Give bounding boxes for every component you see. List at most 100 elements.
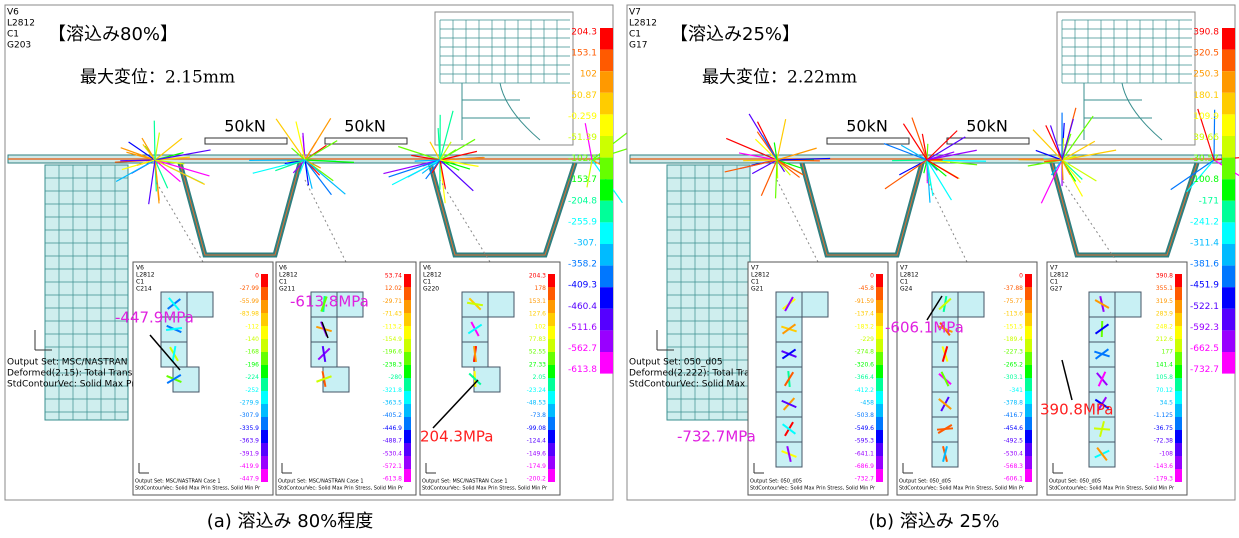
inset-legend-label: -530.4 <box>383 450 403 457</box>
element <box>488 292 514 317</box>
stress-annotation: -732.7MPa <box>677 428 756 446</box>
inset-id: G24 <box>900 286 912 293</box>
inset-legend-label: -48.53 <box>527 400 547 407</box>
inset-legend-swatch <box>548 469 555 482</box>
inset-legend-swatch <box>404 443 411 456</box>
inset-legend-swatch <box>404 430 411 443</box>
legend-swatch <box>1222 136 1235 158</box>
inset-legend-swatch <box>261 339 268 352</box>
inset-legend-swatch <box>876 430 883 443</box>
legend-label: -511.6 <box>568 323 597 333</box>
inset-legend-label: -454.6 <box>1004 425 1024 432</box>
inset-legend-swatch <box>876 339 883 352</box>
inset-legend-swatch <box>1175 378 1182 391</box>
legend-swatch <box>600 93 613 115</box>
inset-output: StdContourVec: Solid Max Prin Stress, So… <box>278 486 404 492</box>
output-text: StdContourVec: Solid Max <box>629 380 746 390</box>
inset-legend-swatch <box>1175 352 1182 365</box>
inset-legend-label: 0 <box>1019 273 1023 280</box>
view-id: L2812 <box>629 19 657 29</box>
inset-legend-swatch <box>1025 378 1032 391</box>
element <box>1115 292 1141 317</box>
inset-output: StdContourVec: Solid Max Prin Stress, So… <box>135 486 261 492</box>
inset-legend-swatch <box>1025 313 1032 326</box>
inset-legend-label: 70.12 <box>1156 387 1173 394</box>
inset-legend-label: -732.7 <box>855 476 875 483</box>
stress-annotation: -447.9MPa <box>115 309 194 327</box>
inset-id: C1 <box>1050 279 1058 286</box>
legend-label: -613.8 <box>568 365 597 375</box>
inset-legend-swatch <box>1175 404 1182 417</box>
element <box>323 367 349 392</box>
inset-id: L2812 <box>900 272 919 279</box>
inset-legend-swatch <box>1025 326 1032 339</box>
inset-legend-swatch <box>1025 287 1032 300</box>
inset-legend-label: -200.2 <box>527 476 547 483</box>
legend-swatch <box>1222 266 1235 288</box>
thumb-frame <box>435 12 573 145</box>
inset-legend-label: -419.9 <box>240 463 260 470</box>
legend-label: -732.7 <box>1190 365 1219 375</box>
inset-legend-swatch <box>261 456 268 469</box>
inset-legend-label: -274.8 <box>855 349 875 356</box>
view-id: G203 <box>7 41 31 51</box>
inset-legend-label: -595.3 <box>855 438 875 445</box>
inset-id: C1 <box>423 279 431 286</box>
stress-annotation: -606.1MPa <box>885 319 964 337</box>
legend-label: -460.4 <box>568 302 597 312</box>
inset-id: L2812 <box>423 272 442 279</box>
inset-legend-swatch <box>261 274 268 287</box>
inset-legend-label: -23.24 <box>527 387 547 394</box>
legend-swatch <box>600 71 613 93</box>
inset-id: V7 <box>751 265 759 272</box>
stress-vector <box>892 160 927 161</box>
inset-legend-label: -174.9 <box>527 463 547 470</box>
inset-legend-swatch <box>261 352 268 365</box>
inset-legend-label: -36.75 <box>1154 425 1174 432</box>
inset-legend-swatch <box>1025 352 1032 365</box>
legend-label: -562.7 <box>568 344 597 354</box>
legend-swatch <box>1222 309 1235 331</box>
inset-legend-label: -307.9 <box>240 412 260 419</box>
inset-legend-label: -447.9 <box>240 476 260 483</box>
inset-legend-swatch <box>1025 417 1032 430</box>
inset-legend-label: 127.6 <box>529 311 546 318</box>
inset-legend-swatch <box>876 326 883 339</box>
inset-legend-label: 212.6 <box>1156 336 1173 343</box>
inset-legend-swatch <box>261 430 268 443</box>
inset-legend-label: -488.7 <box>383 438 403 445</box>
inset-id: L2812 <box>751 272 770 279</box>
inset-legend-label: 2.05 <box>533 374 547 381</box>
inset-output: Output Set: MSC/NASTRAN Case 1 <box>422 479 508 485</box>
inset-legend-swatch <box>404 287 411 300</box>
inset-legend-swatch <box>876 443 883 456</box>
element <box>474 367 500 392</box>
inset-legend-label: -378.8 <box>1004 400 1024 407</box>
legend-label: -451.9 <box>1190 281 1219 291</box>
inset-id: V6 <box>136 265 144 272</box>
legend-label: -171 <box>1199 196 1219 206</box>
inset-id: L2812 <box>279 272 298 279</box>
legend-label: -204.8 <box>568 196 597 206</box>
inset-legend-label: -71.43 <box>383 311 403 318</box>
inset-id: C1 <box>751 279 759 286</box>
inset-legend-swatch <box>1175 274 1182 287</box>
inset-legend-swatch <box>1175 339 1182 352</box>
inset-legend-swatch <box>404 313 411 326</box>
stress-vector <box>743 160 777 161</box>
thumb-frame <box>1057 12 1195 145</box>
inset-legend-swatch <box>548 300 555 313</box>
legend-label: -311.4 <box>1190 239 1219 249</box>
legend-label: -522.1 <box>1190 302 1219 312</box>
stress-vector <box>120 160 155 161</box>
legend-swatch <box>1222 330 1235 352</box>
view-id: G17 <box>629 41 647 51</box>
inset-id: G27 <box>1050 286 1062 293</box>
inset-legend-swatch <box>1025 469 1032 482</box>
inset-legend-label: -124.4 <box>527 438 547 445</box>
inset-legend-swatch <box>1025 404 1032 417</box>
load-label: 50kN <box>846 117 888 136</box>
inset-legend-label: -91.59 <box>855 298 875 305</box>
inset-output: Output Set: MSC/NASTRAN Case 1 <box>135 479 221 485</box>
inset-legend-label: -363.9 <box>240 438 260 445</box>
